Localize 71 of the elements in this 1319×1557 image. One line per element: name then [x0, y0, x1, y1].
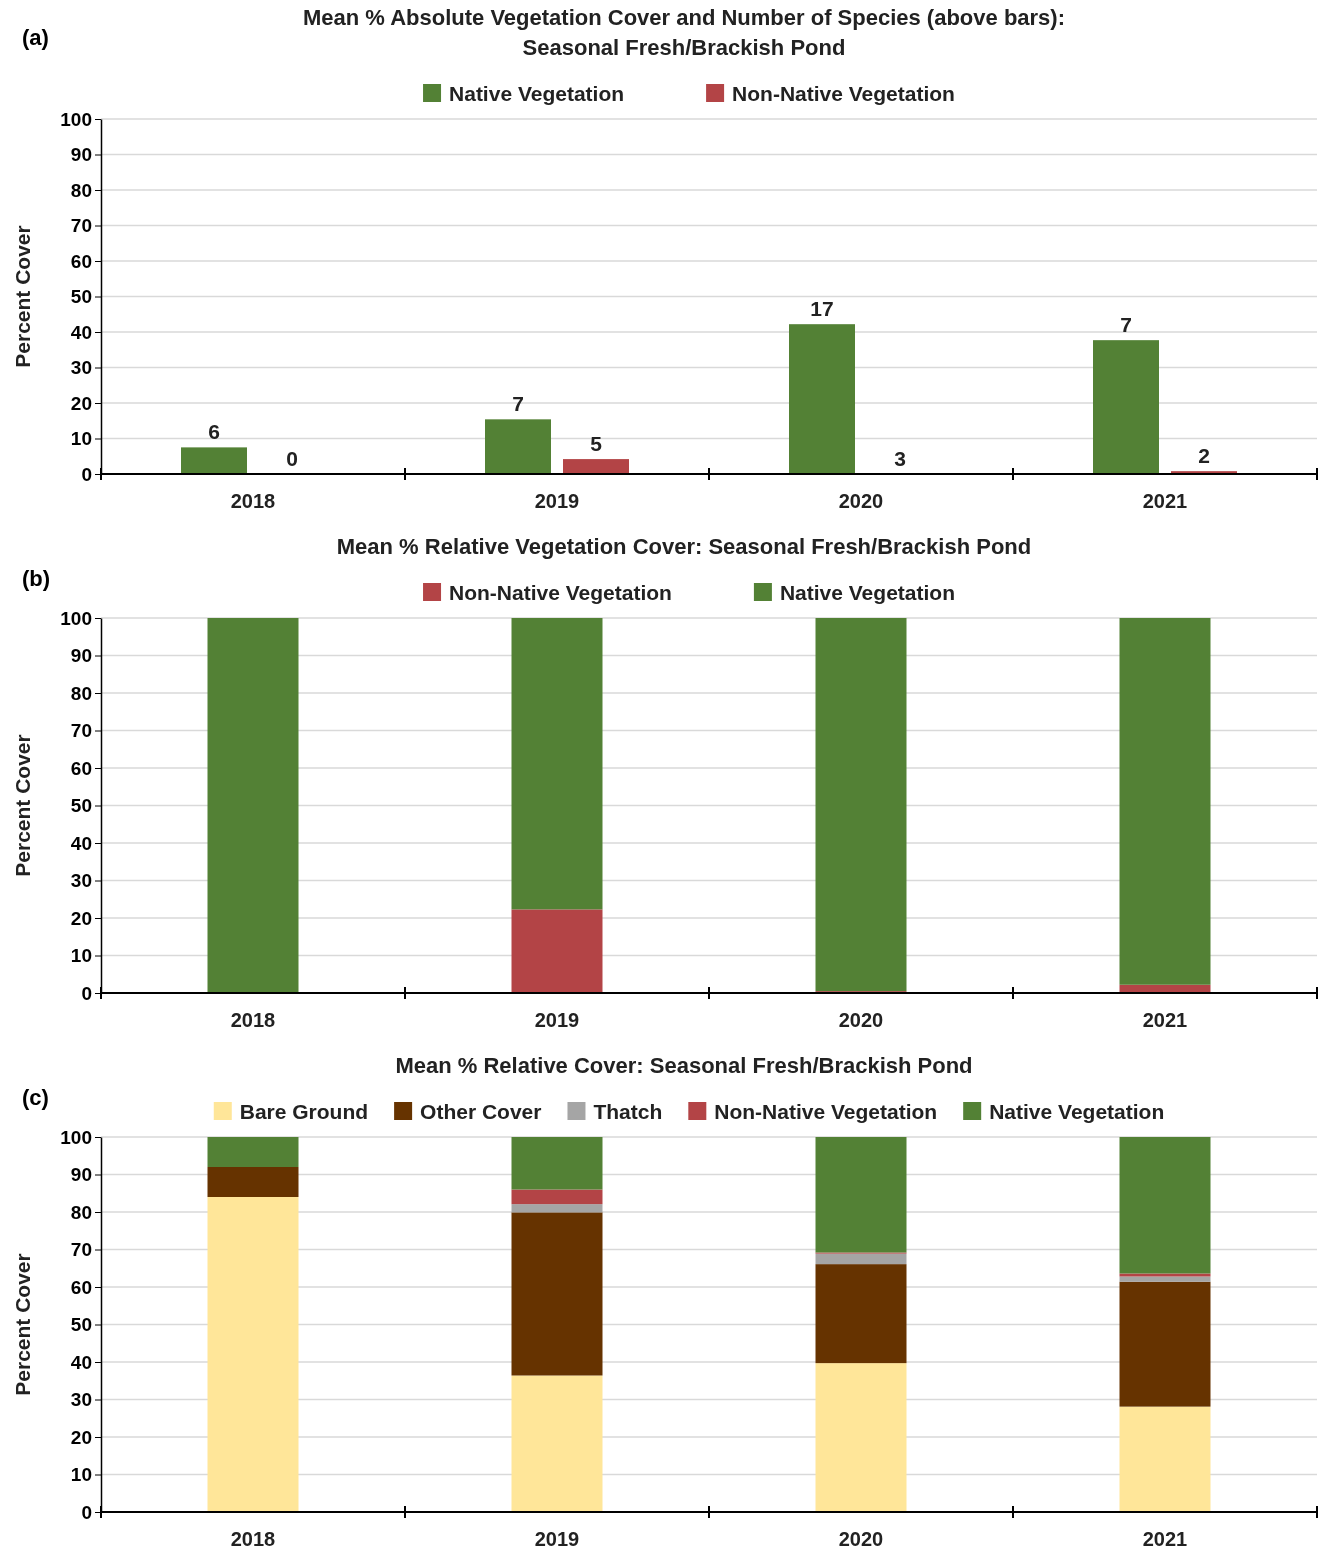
y-axis-title: Percent Cover: [11, 225, 34, 368]
annotation: 7: [1120, 313, 1132, 337]
legend-label: Thatch: [593, 1100, 663, 1123]
legend-label: Non-Native Vegetation: [714, 1100, 938, 1123]
legend-label: Native Vegetation: [449, 82, 625, 105]
y-tick-label: 60: [70, 250, 92, 272]
y-axis-title: Percent Cover: [11, 1253, 34, 1396]
x-tick-label: 2021: [1142, 1009, 1188, 1031]
x-tick-label: 2018: [230, 1528, 276, 1550]
y-tick-label: 30: [70, 357, 92, 379]
y-tick-label: 80: [70, 682, 92, 704]
chart-title: Mean % Relative Cover: Seasonal Fresh/Brackish Pond: [395, 1053, 973, 1078]
y-tick-label: 90: [70, 1164, 92, 1186]
x-tick-label: 2020: [838, 1009, 884, 1031]
y-tick-label: 100: [60, 1126, 92, 1148]
annotation: 6: [208, 420, 220, 444]
annotation: 3: [894, 447, 906, 470]
x-tick-label: 2019: [534, 490, 580, 512]
y-tick-label: 60: [70, 1276, 92, 1298]
y-tick-label: 20: [70, 907, 92, 929]
x-tick-label: 2019: [534, 1528, 580, 1550]
x-tick-label: 2021: [1142, 1528, 1188, 1550]
y-tick-label: 80: [70, 1201, 92, 1223]
y-tick-label: 80: [70, 179, 92, 201]
y-tick-label: 10: [70, 945, 92, 967]
y-tick-label: 30: [70, 870, 92, 892]
annotation: 2: [1198, 444, 1210, 468]
y-tick-label: 10: [70, 1464, 92, 1486]
x-tick-label: 2019: [534, 1009, 580, 1031]
annotation: 0: [286, 447, 298, 470]
x-tick-label: 2018: [230, 1009, 276, 1031]
y-tick-label: 70: [70, 720, 92, 742]
y-tick-label: 60: [70, 757, 92, 779]
y-tick-label: 50: [70, 795, 92, 817]
y-tick-label: 40: [70, 1351, 92, 1373]
x-tick-label: 2018: [230, 490, 276, 512]
text: (c): [22, 1085, 49, 1110]
annotation: 17: [810, 297, 834, 321]
x-tick-label: 2020: [838, 1528, 884, 1550]
y-tick-label: 40: [70, 321, 92, 343]
y-axis-title: Percent Cover: [11, 734, 34, 877]
chart-title: Mean % Absolute Vegetation Cover and Number of Species (above bars): Seasonal Fresh/Brackish Pond: [302, 5, 1066, 60]
y-tick-label: 70: [70, 1239, 92, 1261]
legend-label: Non-Native Vegetation: [732, 82, 955, 105]
legend-label: Native Vegetation: [779, 581, 955, 604]
y-tick-label: 50: [70, 286, 92, 308]
y-tick-label: 20: [70, 1426, 92, 1448]
y-tick-label: 90: [70, 645, 92, 667]
y-tick-label: 100: [60, 607, 92, 629]
text: (b): [22, 566, 51, 591]
text: (a): [22, 25, 49, 50]
x-tick-label: 2020: [838, 490, 884, 512]
y-tick-label: 20: [70, 392, 92, 414]
y-tick-label: 90: [70, 144, 92, 166]
y-tick-label: 40: [70, 832, 92, 854]
y-tick-label: 100: [60, 108, 92, 130]
y-tick-label: 30: [70, 1389, 92, 1411]
legend-label: Non-Native Vegetation: [449, 581, 672, 604]
annotation: 5: [590, 432, 603, 456]
y-tick-label: 10: [70, 428, 92, 450]
legend-label: Bare Ground: [239, 1100, 369, 1123]
legend-label: Native Vegetation: [989, 1100, 1165, 1123]
y-tick-label: 50: [70, 1314, 92, 1336]
chart-title: Mean % Relative Vegetation Cover: Seasonal Fresh/Brackish Pond: [336, 534, 1032, 559]
y-tick-label: 0: [81, 463, 92, 485]
annotation: 7: [512, 392, 524, 416]
y-tick-label: 0: [81, 1501, 92, 1523]
x-tick-label: 2021: [1142, 490, 1188, 512]
legend-label: Other Cover: [420, 1100, 542, 1123]
y-tick-label: 0: [81, 982, 92, 1004]
y-tick-label: 70: [70, 215, 92, 237]
